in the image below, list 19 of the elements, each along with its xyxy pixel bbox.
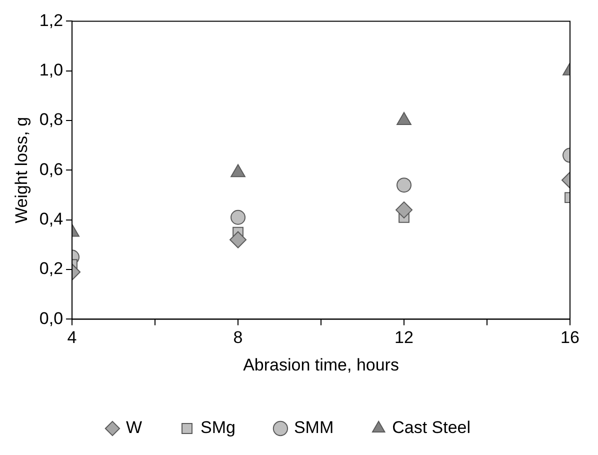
x-tick-label: 4	[67, 328, 77, 348]
point	[396, 112, 412, 126]
y-tick-label: 0,2	[39, 259, 64, 278]
point	[230, 164, 246, 178]
y-tick-label: 0,0	[39, 308, 64, 328]
x-tick-label: 16	[560, 328, 580, 348]
y-tick-label: 0,4	[39, 210, 64, 229]
y-axis-title: Weight loss, g	[12, 116, 31, 224]
x-tick-label: 12	[394, 328, 414, 348]
y-tick-label: 0,6	[39, 160, 64, 179]
legend-label: SMg	[200, 418, 236, 438]
legend-label: SMM	[294, 418, 334, 438]
y-tick-label: 0,8	[39, 110, 64, 130]
legend-label: Cast Steel	[392, 418, 471, 438]
y-tick-label: 1,2	[39, 10, 64, 30]
legend-label: W	[126, 418, 142, 438]
y-tick-label: 1,0	[39, 60, 64, 80]
x-axis-title: Abrasion time, hours	[243, 355, 399, 374]
x-tick-label: 8	[233, 328, 243, 348]
